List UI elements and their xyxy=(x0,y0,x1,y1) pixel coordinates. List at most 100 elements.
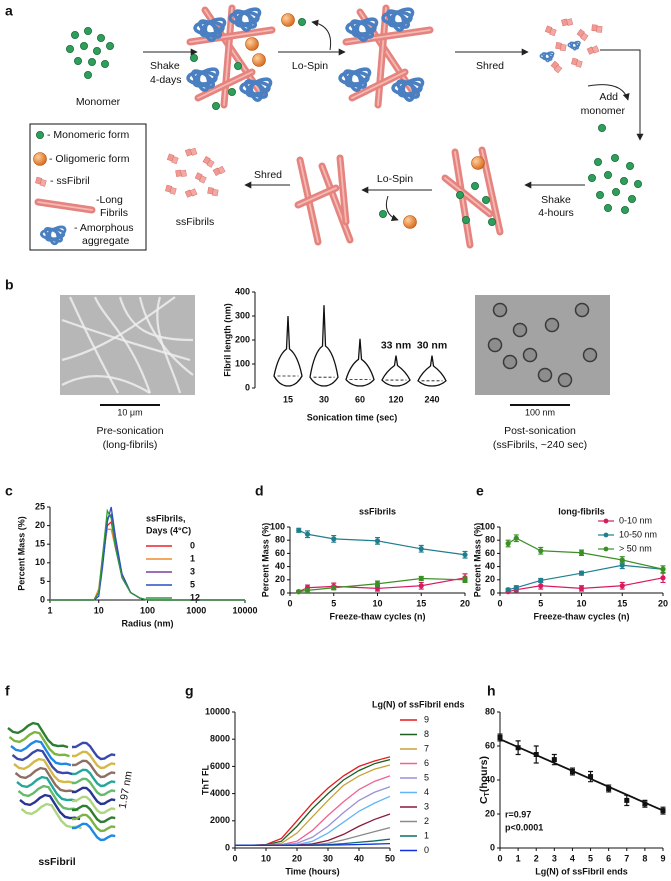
monomer-icon xyxy=(611,153,620,162)
marker xyxy=(660,566,666,572)
x-tick-label: 10000 xyxy=(232,605,257,615)
y-tick-label: 0 xyxy=(490,587,495,597)
x-tick-label: 10 xyxy=(576,598,586,608)
legend-label: 9 xyxy=(424,714,429,724)
y-axis-label: Percent Mass (%) xyxy=(260,523,270,598)
strand-illustration xyxy=(7,721,69,749)
monomer-icon xyxy=(233,62,242,71)
monomer-icon xyxy=(461,215,470,224)
y-tick-label: 5 xyxy=(40,576,45,586)
monomer-icon xyxy=(71,30,80,39)
marker xyxy=(462,577,468,583)
y-tick-label: 0 xyxy=(490,842,495,852)
monomer-icon xyxy=(97,34,106,43)
particle-image xyxy=(537,367,553,383)
label: Fibrils xyxy=(100,207,128,219)
legend-title: Days (4°C) xyxy=(146,525,191,535)
monomer-icon xyxy=(80,42,89,51)
label: - Oligomeric form xyxy=(49,153,130,165)
monomer-icon xyxy=(604,203,613,212)
particle-image xyxy=(544,317,560,333)
arrow xyxy=(385,195,399,222)
chart-title: long-fibrils xyxy=(558,506,605,516)
label: 100 nm xyxy=(525,407,555,417)
monomer-icon xyxy=(189,54,198,63)
legend-label: 0-10 nm xyxy=(619,515,652,525)
label: Shred xyxy=(476,60,504,72)
x-tick-label: 20 xyxy=(460,598,470,608)
marker xyxy=(374,538,381,544)
marker xyxy=(578,570,585,576)
monomer-icon xyxy=(84,26,93,35)
monomer-icon xyxy=(74,57,83,66)
label: - ssFibril xyxy=(50,175,90,187)
particle-image xyxy=(582,347,598,363)
fibril-image xyxy=(156,296,182,394)
data-label: 33 nm xyxy=(381,339,411,351)
x-axis-label: Time (hours) xyxy=(285,866,339,876)
marker xyxy=(505,540,511,547)
y-tick-label: 40 xyxy=(275,561,285,571)
marker xyxy=(505,587,511,593)
monomer-icon xyxy=(227,88,236,97)
x-tick-label: 3 xyxy=(552,853,557,863)
strand-illustration xyxy=(11,748,73,776)
ssfibril-icon xyxy=(549,28,557,37)
marker xyxy=(331,585,337,591)
ssfibril-icon xyxy=(212,188,219,197)
label: 10 μm xyxy=(117,407,142,417)
marker xyxy=(533,752,539,757)
legend-label: 12 xyxy=(190,592,200,602)
ssfibril-icon xyxy=(553,64,563,74)
monomer-icon xyxy=(101,60,110,69)
monomer-icon xyxy=(628,194,637,203)
y-tick-label: 20 xyxy=(485,574,495,584)
arrow xyxy=(311,19,332,51)
ssfibril-icon xyxy=(39,179,47,187)
y-tick-label: 0 xyxy=(280,587,285,597)
y-tick-label: 15 xyxy=(35,539,45,549)
ssfibril-icon xyxy=(189,147,198,156)
monomer-icon xyxy=(626,161,635,170)
ssfibril-icon xyxy=(580,32,589,42)
y-tick-label: 0 xyxy=(225,842,230,852)
x-axis-label: Freeze-thaw cycles (n) xyxy=(533,611,629,621)
y-axis-label: Fibril length (nm) xyxy=(222,303,232,377)
fibril-highlight xyxy=(321,165,351,241)
marker xyxy=(296,527,302,533)
ssfibril-icon xyxy=(169,187,177,195)
marker xyxy=(538,577,544,584)
oligomer-icon xyxy=(33,152,47,166)
label: Monomer xyxy=(76,96,121,108)
y-tick-label: 200 xyxy=(235,334,250,344)
legend-label: 5 xyxy=(424,772,429,782)
ssfibril-icon xyxy=(217,165,226,175)
aggregate-icon xyxy=(48,228,60,246)
ssfibril-icon xyxy=(180,169,187,178)
y-axis-label: CT(hours) xyxy=(478,756,491,804)
marker xyxy=(296,589,302,595)
aggregate-icon xyxy=(238,10,253,32)
fit-line xyxy=(499,738,664,812)
marker xyxy=(538,548,544,554)
strand-illustration xyxy=(71,804,116,824)
panel-label: e xyxy=(476,483,484,499)
y-tick-label: 2000 xyxy=(210,815,230,825)
x-axis-label: Lg(N) of ssFibril ends xyxy=(535,866,628,876)
violin xyxy=(309,305,339,387)
series-line xyxy=(235,842,391,846)
y-tick-label: 60 xyxy=(485,740,495,750)
fibril-highlight xyxy=(454,151,471,246)
strand-illustration xyxy=(71,777,116,797)
monomer-icon xyxy=(596,190,605,199)
legend-marker xyxy=(603,546,609,552)
legend-label: > 50 nm xyxy=(619,543,652,553)
x-tick-label: 20 xyxy=(658,598,668,608)
legend-marker xyxy=(603,532,609,538)
marker xyxy=(374,581,381,587)
y-tick-label: 80 xyxy=(485,535,495,545)
fibril-highlight xyxy=(189,29,273,43)
aggregate-icon xyxy=(348,70,363,92)
y-tick-label: 20 xyxy=(485,808,495,818)
y-tick-label: 10000 xyxy=(205,706,230,716)
